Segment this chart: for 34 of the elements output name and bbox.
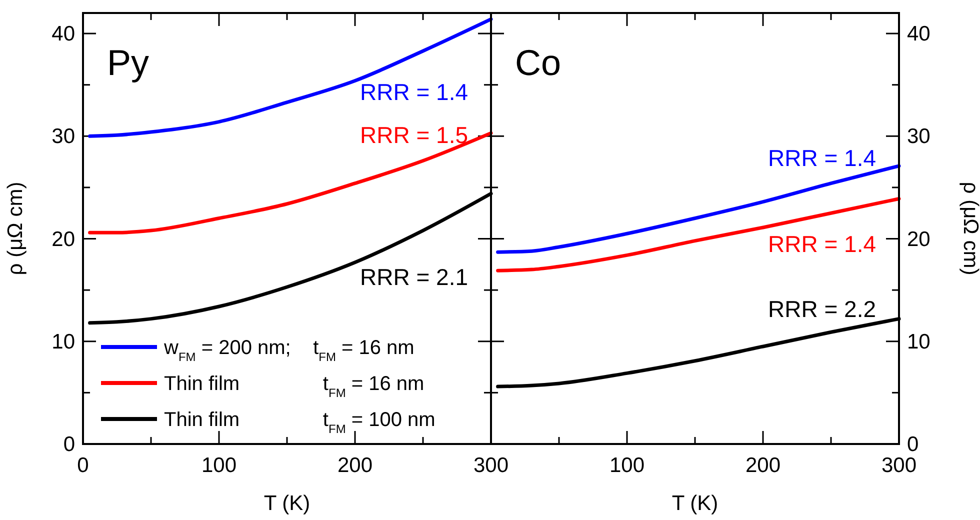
x-axis-title: T (K) bbox=[264, 492, 310, 515]
legend-label: Thin film t$_{FM}$ = 16 nm bbox=[164, 373, 424, 400]
annotation: RRR = 2.1 bbox=[360, 264, 468, 290]
x-tick-label: 100 bbox=[609, 454, 645, 477]
x-axis-title: T (K) bbox=[672, 492, 718, 515]
x-tick-label: 300 bbox=[881, 454, 917, 477]
y-tick-label: 10 bbox=[907, 330, 930, 354]
annotation: RRR = 1.4 bbox=[360, 79, 468, 105]
annotation: Py bbox=[107, 42, 150, 83]
y-tick-label: 0 bbox=[907, 433, 919, 456]
annotation: RRR = 2.2 bbox=[768, 296, 876, 322]
x-tick-label: 200 bbox=[337, 454, 373, 477]
annotation: RRR = 1.5 bbox=[360, 122, 468, 148]
annotation: RRR = 1.4 bbox=[768, 145, 876, 171]
legend-label: Thin film t$_{FM}$ = 100 nm bbox=[164, 409, 436, 436]
y-tick-label: 0 bbox=[63, 433, 75, 456]
x-tick-label: 200 bbox=[745, 454, 781, 477]
annotation: RRR = 1.4 bbox=[768, 231, 876, 257]
legend-label: w$_{FM}$ = 200 nm; t$_{FM}$ = 16 nm bbox=[163, 337, 414, 364]
y-tick-label: 30 bbox=[52, 125, 75, 148]
y-axis-title: ρ (μΩ cm) bbox=[4, 182, 27, 276]
y-tick-label: 30 bbox=[907, 125, 930, 148]
annotation: Co bbox=[515, 42, 562, 83]
x-tick-label: 0 bbox=[77, 454, 89, 477]
y-tick-label: 20 bbox=[52, 228, 75, 251]
x-tick-label: 300 bbox=[473, 454, 509, 477]
line-series bbox=[496, 164, 901, 254]
line-series bbox=[496, 196, 901, 272]
y-tick-label: 20 bbox=[907, 228, 930, 251]
y-tick-label: 40 bbox=[52, 22, 75, 46]
x-tick-label: 100 bbox=[201, 454, 237, 477]
y-tick-label: 40 bbox=[907, 22, 930, 46]
y-axis-title: ρ (μΩ cm) bbox=[959, 182, 980, 276]
y-tick-label: 10 bbox=[52, 330, 75, 354]
